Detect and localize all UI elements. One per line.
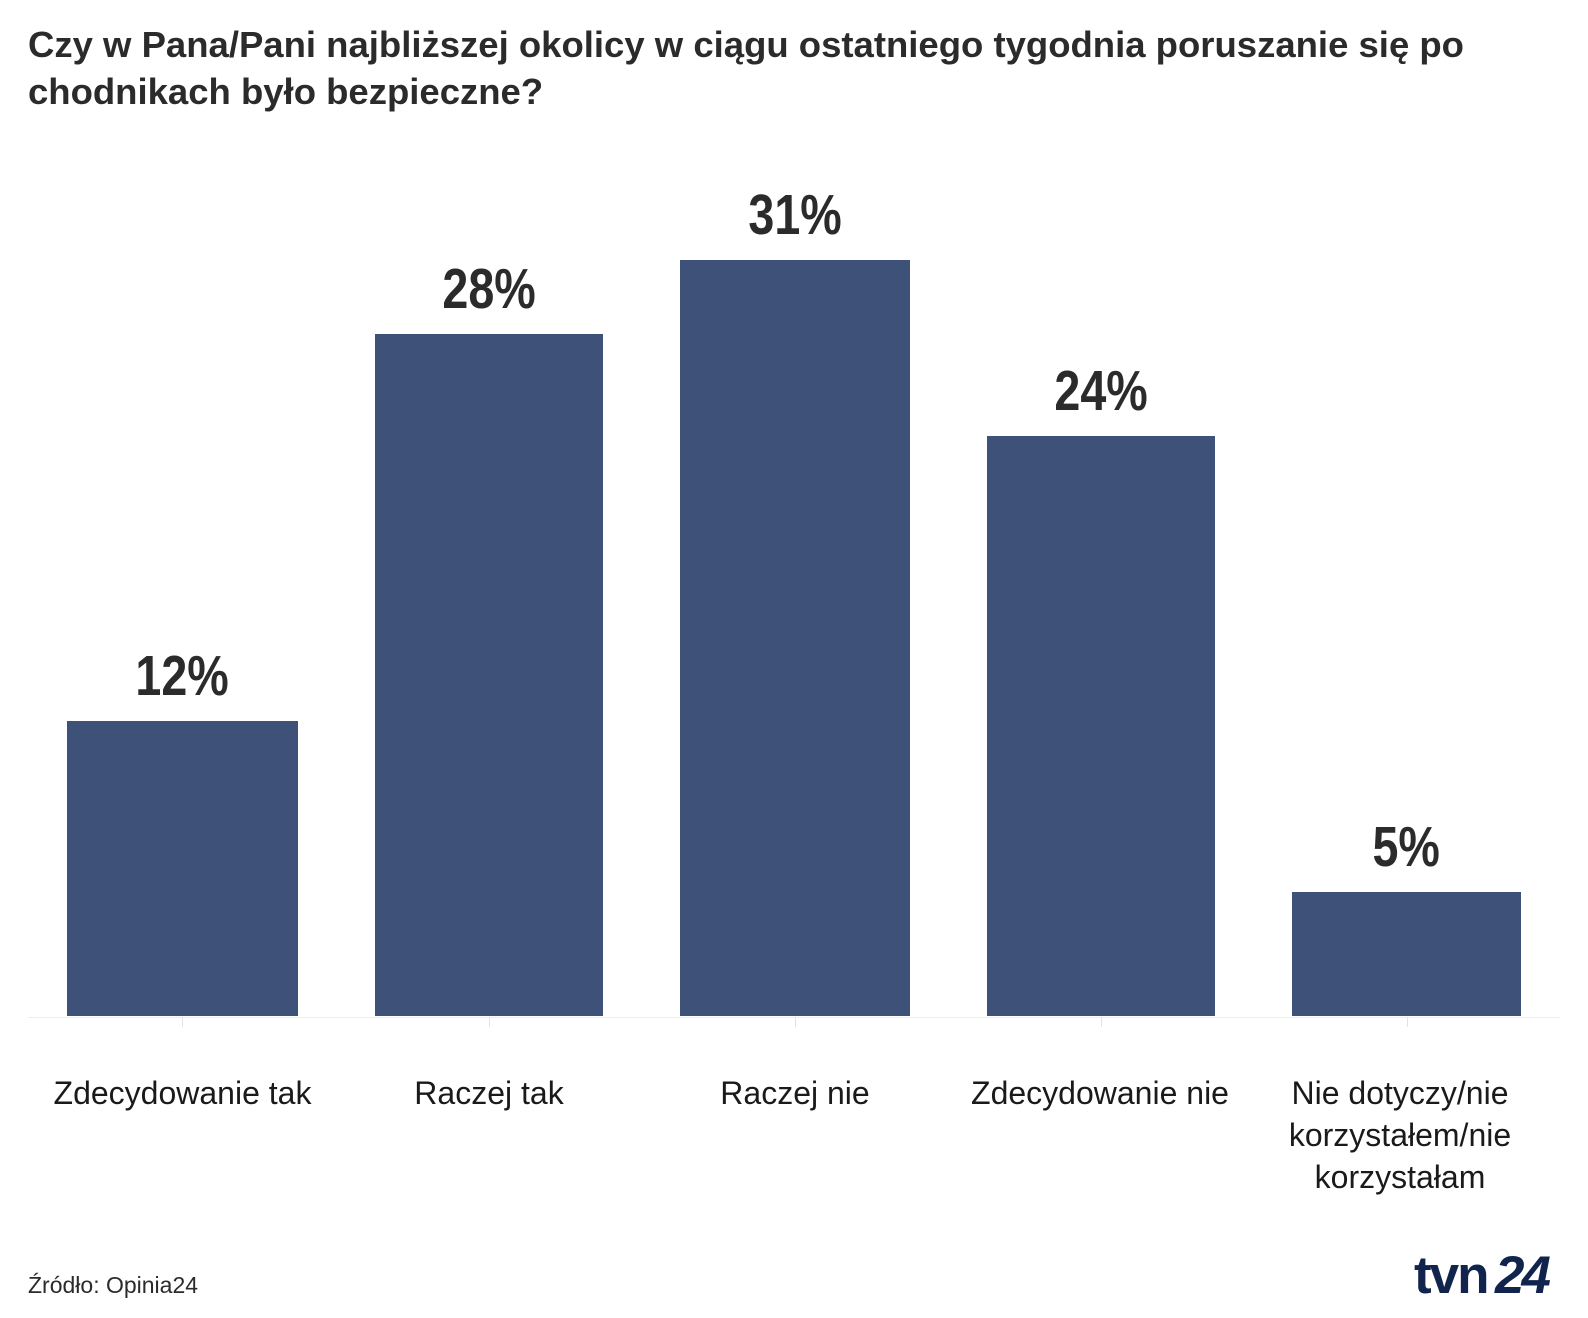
svg-text:tvn: tvn [1414, 1253, 1488, 1303]
svg-text:24: 24 [1494, 1253, 1550, 1303]
